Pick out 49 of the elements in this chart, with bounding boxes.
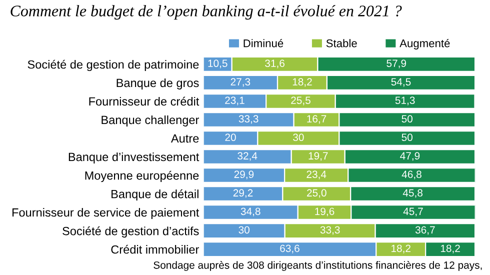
data-label: 19,6 [315, 208, 334, 216]
y-tick-label: Société de gestion de patrimoine [28, 60, 199, 72]
data-label: 18,2 [292, 78, 312, 87]
data-label: 30 [293, 134, 304, 142]
legend-label: Stable [326, 39, 357, 48]
data-label: 25,5 [291, 96, 310, 106]
y-tick-label: Banque de gros [116, 78, 199, 90]
data-label: 45,7 [403, 208, 423, 216]
data-label: 10,5 [208, 60, 228, 68]
data-label: 30 [238, 226, 250, 234]
y-tick-label: Crédit immobilier [111, 244, 199, 254]
data-label: 16,7 [307, 115, 326, 124]
data-label: 45,8 [402, 189, 422, 198]
chart-title: Comment le budget de l’open banking a-t-il évolué en 2021 ? [10, 5, 402, 20]
data-label: 54,5 [391, 78, 411, 87]
data-label: 29,2 [233, 189, 253, 198]
data-label: 31,6 [265, 60, 284, 68]
y-tick-label: Banque d’investissement [68, 152, 200, 164]
y-tick-label: Banque de détail [112, 189, 198, 201]
legend-label: Augmenté [400, 38, 450, 50]
data-label: 23,1 [225, 96, 244, 106]
y-tick-label: Autre [170, 134, 199, 143]
data-label: 34,8 [240, 208, 260, 216]
data-label: 46,8 [402, 170, 422, 180]
data-label: 18,2 [392, 244, 410, 254]
data-label: 36,7 [415, 226, 435, 235]
data-label: 27,3 [230, 78, 250, 87]
data-label: 25,0 [307, 189, 326, 198]
legend-label: Diminué [244, 38, 284, 48]
y-tick-label: Moyenne européenne [85, 170, 199, 182]
data-label: 19,7 [308, 152, 328, 161]
data-label: 63,6 [280, 244, 300, 254]
y-tick-label: Société de gestion d’actifs [62, 226, 199, 238]
y-tick-label: Banque challenger [102, 115, 199, 126]
data-label: 20 [225, 134, 236, 142]
text: Sondage auprès de 308 dirigeants d’institutions financières de 12 pays, [154, 261, 482, 271]
data-label: 50 [402, 134, 412, 142]
data-label: 51,3 [395, 96, 415, 106]
data-label: 29,9 [234, 170, 254, 180]
data-label: 50 [402, 115, 412, 123]
data-label: 47,9 [400, 152, 420, 161]
data-label: 18,2 [440, 244, 460, 254]
data-label: 57,9 [386, 60, 406, 68]
data-label: 33,3 [320, 226, 340, 235]
y-tick-label: Fournisseur de crédit [89, 96, 200, 106]
data-label: 33,3 [238, 115, 258, 124]
data-label: 23,4 [306, 170, 326, 180]
y-tick-label: Fournisseur de service de paiement [12, 208, 200, 219]
data-label: 32,4 [238, 152, 258, 161]
